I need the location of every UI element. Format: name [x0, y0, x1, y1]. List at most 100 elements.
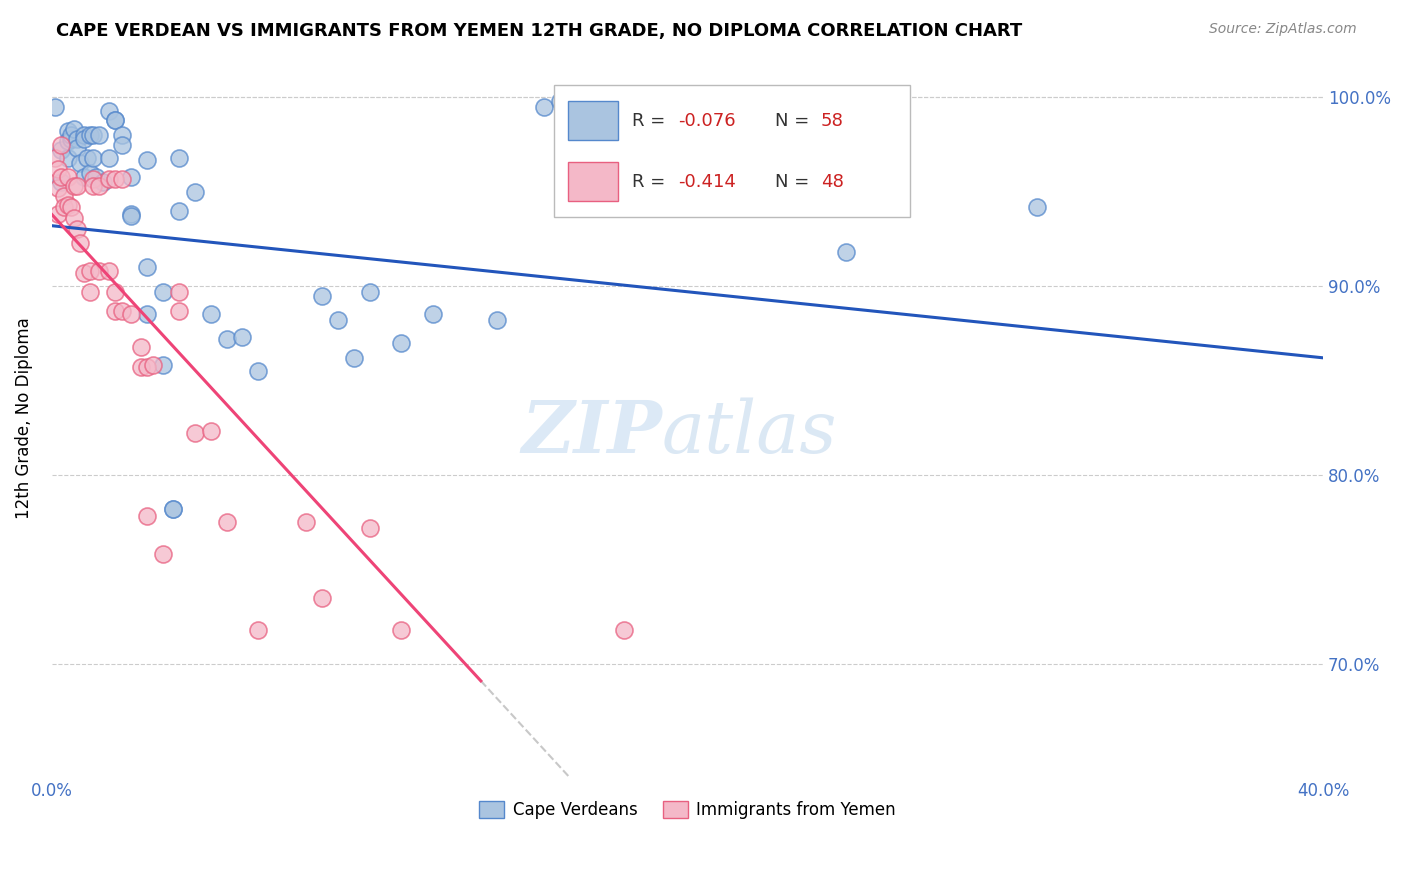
Point	[215, 332, 238, 346]
Point	[389, 623, 412, 637]
Point	[82, 128, 104, 142]
Point	[46, 162, 69, 177]
Text: Source: ZipAtlas.com: Source: ZipAtlas.com	[1209, 22, 1357, 37]
Point	[66, 222, 89, 236]
Point	[72, 132, 94, 146]
Point	[231, 330, 253, 344]
Point	[51, 175, 73, 189]
Legend: Cape Verdeans, Immigrants from Yemen: Cape Verdeans, Immigrants from Yemen	[472, 795, 903, 826]
Point	[51, 169, 73, 184]
Text: CAPE VERDEAN VS IMMIGRANTS FROM YEMEN 12TH GRADE, NO DIPLOMA CORRELATION CHART: CAPE VERDEAN VS IMMIGRANTS FROM YEMEN 12…	[56, 22, 1022, 40]
Point	[59, 132, 82, 146]
Point	[51, 143, 73, 157]
Y-axis label: 12th Grade, No Diploma: 12th Grade, No Diploma	[15, 318, 32, 519]
Point	[111, 171, 134, 186]
Point	[97, 264, 120, 278]
Point	[79, 285, 101, 299]
Point	[59, 128, 82, 142]
Point	[215, 515, 238, 529]
Point	[359, 521, 381, 535]
Point	[120, 307, 142, 321]
Point	[46, 207, 69, 221]
Point	[835, 245, 858, 260]
Point	[53, 188, 76, 202]
Point	[44, 100, 66, 114]
Point	[76, 151, 98, 165]
Point	[120, 207, 142, 221]
Point	[247, 364, 270, 378]
Point	[1026, 200, 1049, 214]
Point	[142, 359, 165, 373]
Point	[97, 103, 120, 118]
Point	[136, 153, 159, 167]
Point	[613, 623, 636, 637]
Point	[69, 235, 91, 250]
Point	[89, 128, 111, 142]
Point	[56, 198, 79, 212]
Point	[104, 303, 127, 318]
Point	[97, 171, 120, 186]
Point	[72, 169, 94, 184]
Point	[104, 113, 127, 128]
Point	[104, 113, 127, 128]
Point	[51, 137, 73, 152]
Point	[184, 426, 207, 441]
Point	[184, 185, 207, 199]
Point	[72, 128, 94, 142]
Point	[63, 122, 86, 136]
Point	[550, 94, 572, 108]
Point	[200, 425, 222, 439]
Point	[311, 591, 333, 605]
Point	[162, 501, 184, 516]
Point	[129, 339, 152, 353]
Point	[79, 128, 101, 142]
Point	[66, 132, 89, 146]
Point	[56, 134, 79, 148]
Point	[343, 351, 366, 365]
Point	[533, 100, 555, 114]
Point	[422, 307, 444, 321]
Point	[66, 179, 89, 194]
Point	[167, 151, 190, 165]
Point	[84, 169, 107, 184]
Point	[97, 151, 120, 165]
Point	[104, 285, 127, 299]
Point	[120, 169, 142, 184]
Point	[136, 307, 159, 321]
Point	[63, 211, 86, 226]
Point	[44, 151, 66, 165]
Point	[111, 128, 134, 142]
Point	[69, 156, 91, 170]
Point	[167, 203, 190, 218]
Point	[120, 209, 142, 223]
Point	[136, 360, 159, 375]
Point	[136, 260, 159, 275]
Point	[56, 151, 79, 165]
Point	[66, 141, 89, 155]
Point	[129, 360, 152, 375]
Point	[72, 266, 94, 280]
Point	[89, 264, 111, 278]
Point	[79, 264, 101, 278]
Point	[485, 313, 508, 327]
Point	[63, 179, 86, 194]
Text: ZIP: ZIP	[522, 397, 662, 468]
Point	[82, 171, 104, 186]
Point	[82, 179, 104, 194]
Point	[311, 288, 333, 302]
Point	[136, 509, 159, 524]
Point	[89, 179, 111, 194]
Point	[56, 169, 79, 184]
Point	[200, 307, 222, 321]
Point	[82, 151, 104, 165]
Point	[56, 124, 79, 138]
Point	[152, 285, 174, 299]
Point	[152, 547, 174, 561]
Point	[91, 175, 114, 189]
Point	[111, 137, 134, 152]
Point	[359, 285, 381, 299]
Point	[46, 181, 69, 195]
Point	[79, 166, 101, 180]
Point	[104, 171, 127, 186]
Text: atlas: atlas	[662, 397, 838, 467]
